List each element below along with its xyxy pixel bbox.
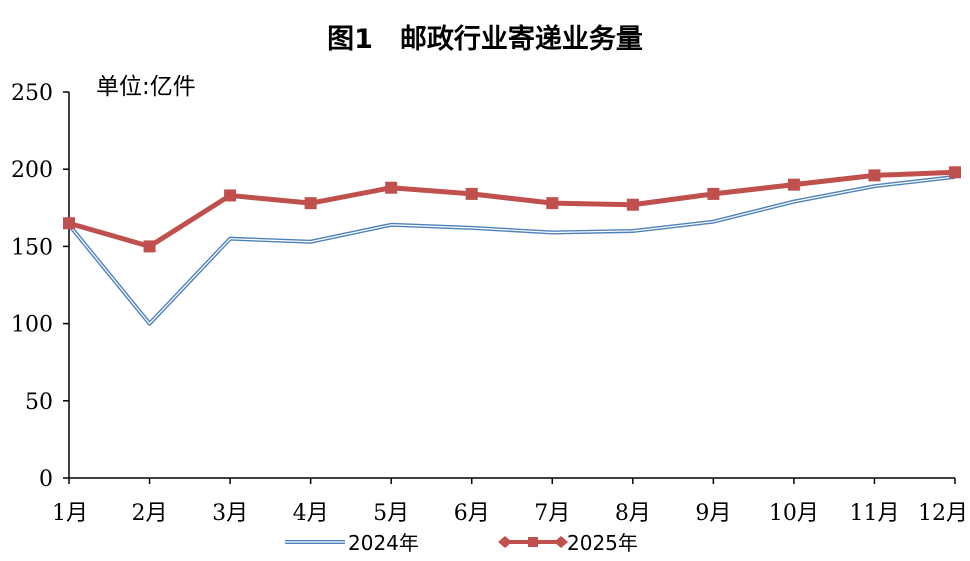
legend-diamond-2025-left [498,536,512,548]
series-line-2024-inner [68,176,956,325]
data-point-2025 [143,240,156,253]
legend: 2024年 2025年 [285,531,638,555]
x-tick-label: 11月 [849,501,899,526]
legend-diamond-2025-right [554,536,568,548]
data-point-2025 [868,169,881,182]
x-tick-label: 12月 [918,501,968,526]
data-point-2025 [949,166,961,179]
data-point-2025 [707,187,720,200]
y-tick-label: 50 [25,390,53,415]
x-tick-label: 3月 [212,501,248,526]
y-tick-label: 150 [11,235,53,260]
data-point-2025 [787,178,800,191]
data-point-2025 [385,181,398,194]
data-point-2025 [63,217,75,230]
data-point-2025 [224,189,237,202]
legend-label-2025: 2025年 [567,531,638,555]
legend-marker-2025 [528,537,538,547]
axes [68,92,955,479]
legend-label-2024: 2024年 [348,531,419,555]
x-tick-label: 8月 [615,501,651,526]
data-point-2025 [304,197,317,210]
x-tick-label: 4月 [293,501,329,526]
y-tick-label: 0 [39,467,53,492]
x-tick-label: 6月 [454,501,490,526]
unit-label: 单位:亿件 [96,74,196,100]
y-tick-label: 100 [11,313,53,338]
y-tick-label: 200 [11,158,53,183]
legend-item-2025: 2025年 [498,531,638,555]
chart-title: 图1 邮政行业寄递业务量 [327,23,643,55]
series-layer [63,166,961,326]
y-ticks: 0 50 100 150 200 250 [11,81,69,492]
x-tick-label: 5月 [373,501,409,526]
x-tick-label: 9月 [695,501,731,526]
data-point-2025 [626,198,639,211]
y-tick-label: 250 [11,81,53,106]
data-point-2025 [546,197,559,210]
x-tick-label: 1月 [52,501,88,526]
legend-item-2024: 2024年 [285,531,419,555]
x-tick-label: 7月 [534,501,570,526]
x-ticks: 1月 2月 3月 4月 5月 6月 7月 8月 9月 10月 11月 12月 [52,478,968,526]
x-tick-label: 2月 [132,501,168,526]
data-point-2025 [465,187,478,200]
series-line-2025 [68,169,956,249]
x-tick-label: 10月 [769,501,819,526]
